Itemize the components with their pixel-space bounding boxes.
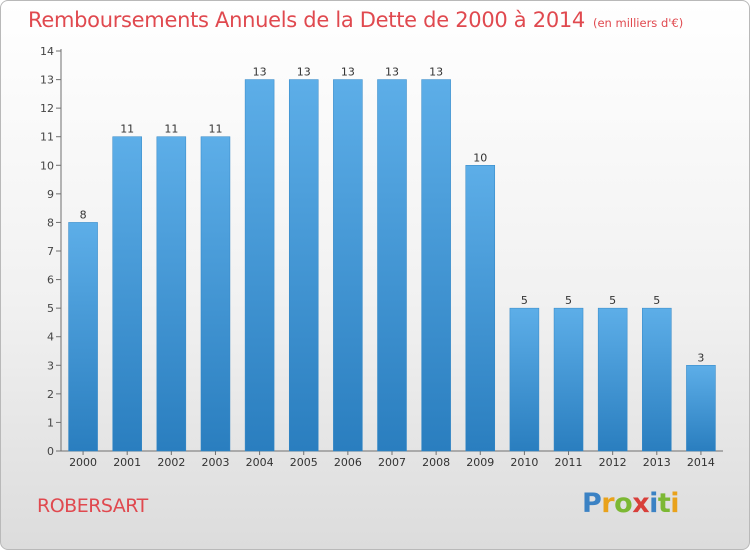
bar [509,307,540,452]
bar [288,79,319,452]
x-tick-label: 2003 [201,456,229,469]
y-tick-label: 5 [47,302,54,315]
chart-unit: (en milliers d'€) [593,16,684,30]
y-tick-label: 10 [40,159,54,172]
data-label: 13 [429,66,443,79]
proxiti-logo[interactable]: Proxiti [582,488,680,519]
data-label: 8 [80,208,87,221]
x-tick-label: 2008 [422,456,450,469]
chart-bars [68,79,716,452]
bar [597,307,628,452]
bar [642,307,672,452]
y-tick-label: 7 [47,245,54,258]
x-tick-label: 2005 [290,456,318,469]
data-label: 5 [521,294,528,307]
bar [200,136,231,452]
y-tick-label: 8 [47,216,54,229]
y-tick-label: 11 [40,131,54,144]
y-tick-label: 1 [47,416,54,429]
bar [112,136,142,452]
bar [421,79,451,452]
x-tick-label: 2002 [157,456,185,469]
data-label: 11 [164,123,178,136]
commune-name: ROBERSART [37,495,148,517]
bar [686,365,716,452]
y-tick-label: 12 [40,102,54,115]
data-label: 5 [565,294,572,307]
chart-title: Remboursements Annuels de la Dette de 20… [28,8,683,32]
bar [553,307,584,452]
data-label: 3 [697,351,704,364]
logo-letter: i [649,488,658,519]
bar [244,79,275,452]
data-label: 11 [120,123,134,136]
logo-letter: i [670,488,680,519]
bar [377,79,407,452]
data-label: 13 [297,66,311,79]
data-label: 13 [385,66,399,79]
y-tick-label: 4 [47,331,54,344]
y-tick-label: 0 [47,445,54,458]
x-tick-label: 2001 [113,456,141,469]
y-tick-label: 13 [40,74,54,87]
x-tick-label: 2014 [687,456,715,469]
logo-letter: P [582,488,602,519]
y-tick-label: 6 [47,274,54,287]
x-tick-label: 2004 [246,456,274,469]
logo-letter: o [614,488,633,519]
x-tick-label: 2011 [555,456,583,469]
x-tick-label: 2012 [599,456,627,469]
chart-labels: 8 2000 11 2001 11 2002 11 2003 13 2004 13 2005 13 200… [69,66,715,469]
data-label: 13 [341,66,355,79]
y-tick-label: 3 [47,359,54,372]
bar [156,136,187,452]
chart-title-text: Remboursements Annuels de la Dette de 20… [28,8,585,32]
logo-letter: x [632,488,650,519]
data-label: 13 [253,66,267,79]
logo-letter: r [601,488,615,519]
x-tick-label: 2000 [69,456,97,469]
y-tick-label: 2 [47,388,54,401]
data-label: 5 [653,294,660,307]
bar [68,222,98,452]
logo-letter: t [657,488,671,519]
x-tick-label: 2013 [643,456,671,469]
data-label: 10 [473,151,487,164]
x-tick-label: 2007 [378,456,406,469]
data-label: 5 [609,294,616,307]
x-tick-label: 2010 [510,456,538,469]
y-tick-label: 9 [47,188,54,201]
x-tick-label: 2009 [466,456,494,469]
y-tick-label: 14 [40,45,54,58]
data-label: 11 [208,123,222,136]
bar [465,165,496,452]
bar [333,79,363,452]
x-tick-label: 2006 [334,456,362,469]
